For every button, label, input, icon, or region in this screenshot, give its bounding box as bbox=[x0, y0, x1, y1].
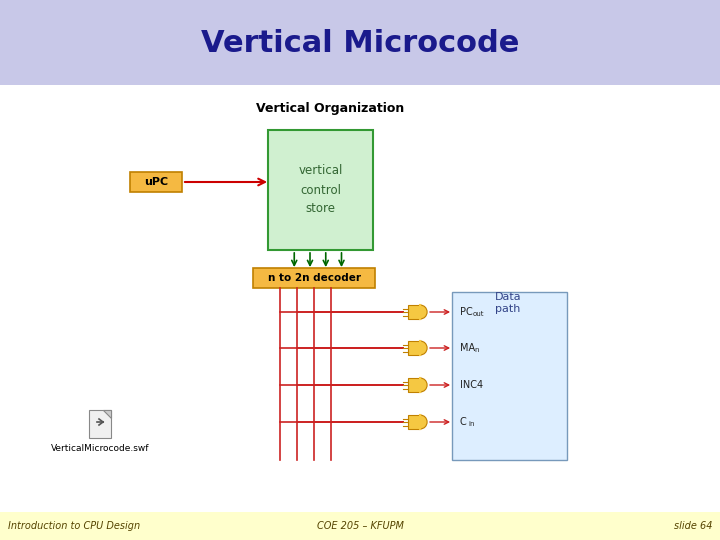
Bar bbox=[452, 292, 567, 460]
Text: VerticalMicrocode.swf: VerticalMicrocode.swf bbox=[50, 444, 149, 453]
Text: out: out bbox=[473, 311, 485, 317]
Text: in: in bbox=[468, 421, 474, 427]
Bar bbox=[408, 378, 420, 392]
Text: Vertical Organization: Vertical Organization bbox=[256, 102, 404, 115]
Bar bbox=[408, 415, 420, 429]
Bar bbox=[268, 130, 373, 250]
Wedge shape bbox=[420, 415, 427, 429]
Bar bbox=[408, 305, 420, 319]
Text: n to 2n decoder: n to 2n decoder bbox=[268, 273, 361, 283]
Text: Introduction to CPU Design: Introduction to CPU Design bbox=[8, 521, 140, 531]
Wedge shape bbox=[420, 305, 427, 319]
Text: vertical
control
store: vertical control store bbox=[298, 165, 343, 215]
Bar bbox=[253, 268, 375, 288]
Text: PC: PC bbox=[460, 307, 473, 317]
Text: C: C bbox=[460, 417, 467, 427]
Bar bbox=[130, 172, 182, 192]
Text: Vertical Microcode: Vertical Microcode bbox=[201, 29, 519, 57]
Polygon shape bbox=[103, 410, 111, 418]
Wedge shape bbox=[420, 341, 427, 355]
Text: MA: MA bbox=[460, 343, 475, 353]
Bar bbox=[0, 512, 720, 540]
Text: uPC: uPC bbox=[144, 177, 168, 187]
Text: INC4: INC4 bbox=[460, 380, 483, 390]
FancyBboxPatch shape bbox=[89, 410, 111, 438]
Bar bbox=[0, 0, 720, 85]
Wedge shape bbox=[420, 378, 427, 392]
Text: Data
path: Data path bbox=[495, 292, 521, 314]
Bar bbox=[408, 341, 420, 355]
Text: slide 64: slide 64 bbox=[673, 521, 712, 531]
Text: COE 205 – KFUPM: COE 205 – KFUPM bbox=[317, 521, 403, 531]
Text: n: n bbox=[474, 347, 479, 353]
